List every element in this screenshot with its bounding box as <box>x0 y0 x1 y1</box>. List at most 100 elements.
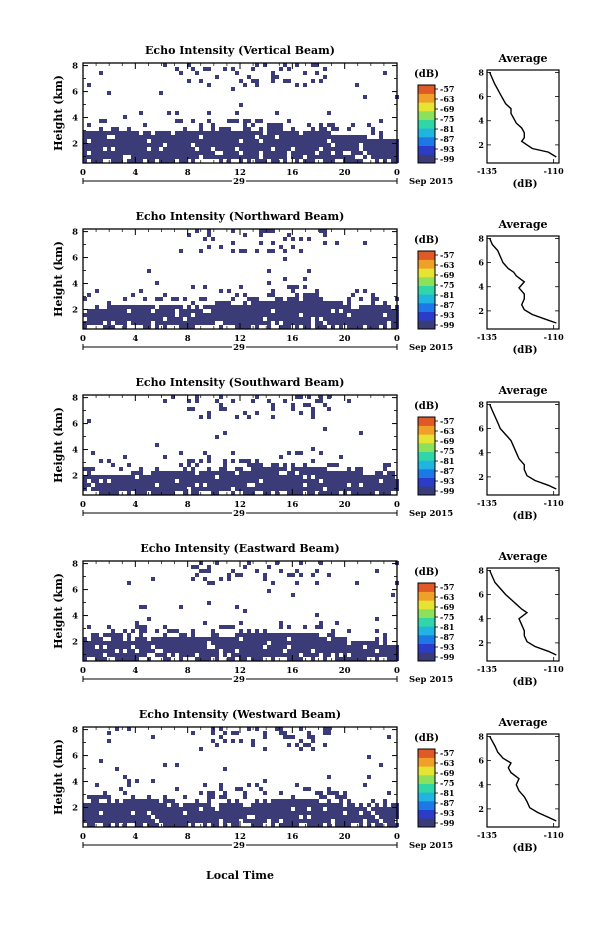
echo-cell <box>107 301 111 305</box>
echo-cell <box>299 819 303 823</box>
echo-cell <box>171 135 175 139</box>
echo-cell <box>91 135 95 139</box>
echo-cell <box>311 309 315 313</box>
echo-cell <box>295 151 299 155</box>
echo-cell <box>315 487 319 491</box>
echo-cell <box>211 823 215 827</box>
echo-cell <box>147 317 151 321</box>
echo-cell <box>183 143 187 147</box>
echo-cell <box>355 289 359 293</box>
echo-cell <box>163 625 167 629</box>
echo-cell <box>179 823 183 827</box>
echo-cell <box>87 313 91 317</box>
echo-cell <box>315 309 319 313</box>
echo-cell <box>295 285 299 289</box>
profile-y-tick-label: 6 <box>478 590 484 600</box>
echo-cell <box>215 653 219 657</box>
echo-cell <box>291 633 295 637</box>
echo-cell <box>271 463 275 467</box>
echo-cell <box>207 411 211 415</box>
echo-cell <box>391 321 395 325</box>
echo-cell <box>287 491 291 495</box>
echo-cell <box>219 487 223 491</box>
echo-cell <box>135 139 139 143</box>
echo-cell <box>331 321 335 325</box>
echo-cell <box>159 819 163 823</box>
echo-cell <box>323 803 327 807</box>
echo-cell <box>255 79 259 83</box>
echo-cell <box>363 135 367 139</box>
echo-cell <box>235 305 239 309</box>
y-tick-label: 8 <box>72 62 78 72</box>
echo-cell <box>363 811 367 815</box>
echo-cell <box>307 735 311 739</box>
echo-cell <box>287 653 291 657</box>
echo-cell <box>307 123 311 127</box>
echo-cell <box>167 471 171 475</box>
echo-cell <box>295 313 299 317</box>
echo-cell <box>255 811 259 815</box>
echo-cell <box>155 629 159 633</box>
echo-cell <box>91 143 95 147</box>
echo-cell <box>147 641 151 645</box>
echo-cell <box>307 491 311 495</box>
echo-cell <box>331 815 335 819</box>
echo-cell <box>191 151 195 155</box>
echo-cell <box>383 467 387 471</box>
echo-cell <box>383 807 387 811</box>
echo-cell <box>243 815 247 819</box>
echo-cell <box>155 479 159 483</box>
echo-cell <box>191 119 195 123</box>
echo-cell <box>87 483 91 487</box>
echo-cell <box>351 293 355 297</box>
echo-cell <box>287 573 291 577</box>
echo-cell <box>103 819 107 823</box>
echo-cell <box>171 823 175 827</box>
echo-cell <box>255 467 259 471</box>
echo-cell <box>331 159 335 163</box>
colorbar-band <box>418 311 435 321</box>
echo-cell <box>347 325 351 329</box>
echo-cell <box>315 289 319 293</box>
x-tick-label: 0 <box>394 666 400 676</box>
echo-cell <box>163 633 167 637</box>
x-tick-label: 16 <box>286 168 298 178</box>
profile-frame <box>486 401 560 496</box>
echo-cell <box>163 305 167 309</box>
echo-cell <box>307 731 311 735</box>
colorbar-tick-label: -93 <box>440 310 455 320</box>
echo-cell <box>295 131 299 135</box>
echo-cell <box>371 641 375 645</box>
x-tick-label: 0 <box>394 500 400 510</box>
echo-cell <box>379 313 383 317</box>
echo-cell <box>239 313 243 317</box>
echo-cell <box>243 147 247 151</box>
echo-cell <box>275 645 279 649</box>
echo-cell <box>91 633 95 637</box>
echo-cell <box>359 649 363 653</box>
echo-cell <box>347 467 351 471</box>
echo-cell <box>291 151 295 155</box>
echo-cell <box>379 653 383 657</box>
echo-cell <box>231 807 235 811</box>
echo-cell <box>327 645 331 649</box>
echo-cell <box>379 317 383 321</box>
echo-cell <box>351 139 355 143</box>
echo-cell <box>315 321 319 325</box>
echo-cell <box>359 823 363 827</box>
echo-cell <box>119 147 123 151</box>
echo-cell <box>119 309 123 313</box>
echo-cell <box>387 471 391 475</box>
echo-cell <box>243 637 247 641</box>
echo-cell <box>311 159 315 163</box>
echo-cell <box>87 641 91 645</box>
echo-cell <box>259 653 263 657</box>
echo-cell <box>195 151 199 155</box>
echo-cell <box>211 309 215 313</box>
echo-cell <box>295 325 299 329</box>
echo-cell <box>195 463 199 467</box>
echo-cell <box>235 645 239 649</box>
echo-cell <box>327 799 331 803</box>
echo-cell <box>283 735 287 739</box>
echo-cell <box>171 799 175 803</box>
